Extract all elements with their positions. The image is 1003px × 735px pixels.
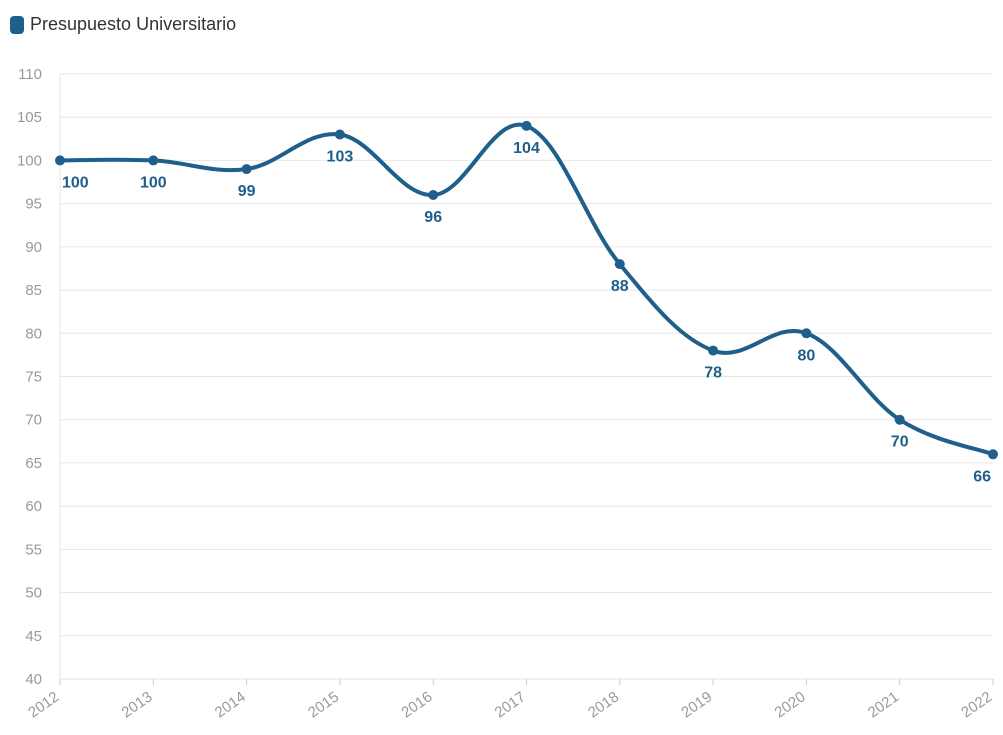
data-label: 100 (140, 174, 167, 191)
data-point (708, 345, 719, 356)
x-tick-label: 2012 (25, 688, 62, 721)
y-tick-label: 90 (25, 239, 42, 256)
y-tick-label: 105 (17, 109, 42, 126)
series-layer (55, 120, 998, 460)
data-label: 104 (513, 140, 540, 157)
x-tick-label: 2017 (492, 688, 529, 721)
data-point (801, 328, 812, 339)
x-tick-label: 2014 (212, 688, 249, 721)
y-tick-label: 75 (25, 369, 42, 386)
y-tick-label: 45 (25, 628, 42, 645)
y-tick-label: 50 (25, 585, 42, 602)
data-point (241, 164, 252, 175)
y-tick-label: 100 (17, 152, 42, 169)
x-tick-label: 2016 (398, 688, 435, 721)
data-point (55, 155, 65, 166)
x-tick-label: 2015 (305, 688, 342, 721)
y-tick-label: 110 (18, 66, 42, 83)
data-label: 99 (238, 183, 256, 200)
y-tick-label: 95 (25, 196, 42, 213)
data-label-layer: 100 100 99 103 96 104 88 78 80 70 66 (62, 140, 991, 485)
grid-layer (59, 73, 994, 685)
y-tick-label: 70 (25, 412, 42, 429)
data-point (988, 449, 998, 460)
legend-swatch (10, 15, 24, 34)
x-tick-label: 2018 (585, 688, 622, 721)
legend: Presupuesto Universitario (10, 14, 236, 35)
data-label: 80 (798, 347, 816, 364)
y-tick-label: 55 (25, 541, 42, 558)
x-tick-label: 2021 (865, 688, 902, 721)
data-point (428, 190, 439, 200)
data-label: 70 (891, 434, 909, 451)
data-point (334, 129, 345, 140)
x-tick-label: 2013 (119, 688, 156, 721)
y-tick-label: 40 (25, 671, 42, 688)
data-label: 66 (973, 468, 991, 485)
series-line (58, 122, 995, 457)
data-point (148, 155, 159, 166)
x-tick-label: 2019 (678, 688, 715, 721)
data-label: 100 (62, 174, 89, 191)
data-label: 78 (704, 365, 722, 382)
x-tick-label: 2022 (958, 688, 995, 721)
y-tick-label: 65 (25, 455, 42, 472)
data-point (894, 414, 905, 425)
y-tick-label: 85 (25, 282, 42, 299)
data-label: 103 (327, 149, 354, 166)
x-tick-label: 2020 (772, 688, 809, 721)
data-label: 88 (611, 278, 629, 295)
legend-label: Presupuesto Universitario (30, 14, 237, 34)
y-tick-label: 60 (25, 498, 42, 515)
data-label: 96 (424, 209, 442, 226)
data-point (614, 259, 625, 270)
data-point (521, 120, 532, 131)
y-tick-label: 80 (25, 325, 42, 342)
